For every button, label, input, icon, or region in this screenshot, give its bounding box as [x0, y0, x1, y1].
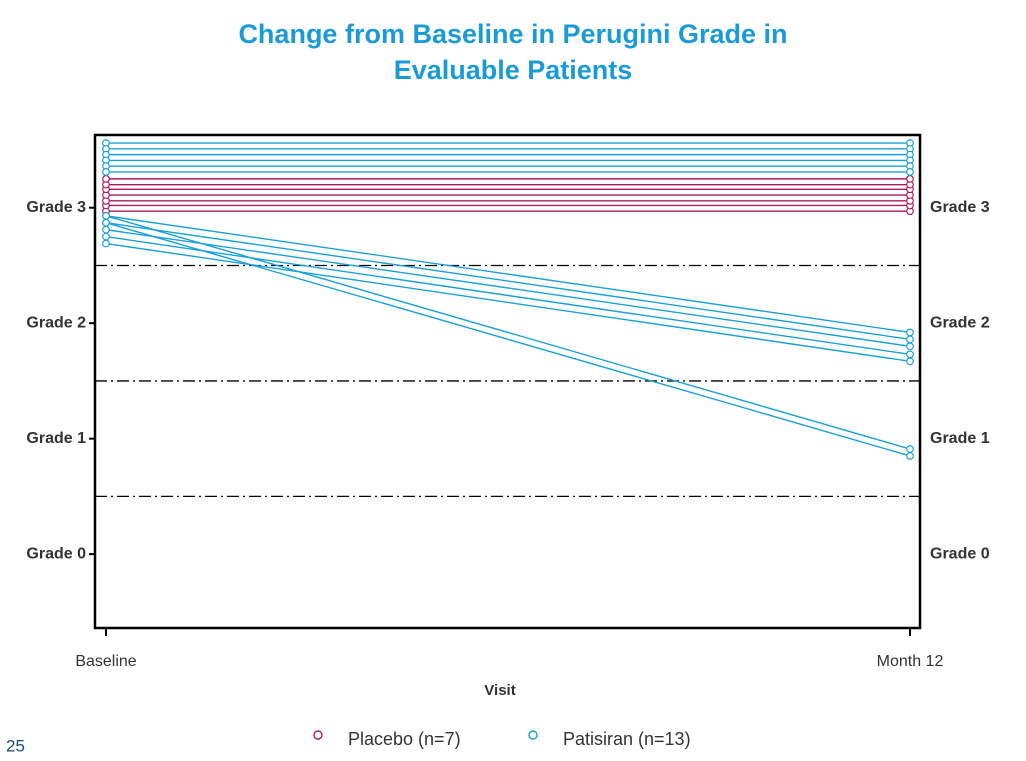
subject-line [105, 235, 911, 356]
subject-point [102, 218, 110, 227]
y2-tick-label: Grade 0 [930, 545, 990, 562]
subject-line [105, 242, 911, 362]
subject-point [906, 174, 914, 183]
y2-tick-label: Grade 3 [930, 199, 990, 216]
subject-point [906, 452, 914, 460]
subject-line [105, 222, 911, 341]
y-tick-label: Grade 0 [26, 545, 86, 562]
subject-point [102, 168, 110, 176]
legend-label: Patisiran (n=13) [563, 729, 691, 749]
x-tick-label: Baseline [75, 653, 136, 670]
subject-point [102, 211, 110, 220]
subject-point [906, 328, 914, 337]
subject-line [105, 215, 911, 450]
subject-point [906, 445, 914, 453]
subject-line [105, 222, 911, 457]
chart-title: Change from Baseline in Perugini Grade i… [238, 19, 788, 85]
subject-point [102, 225, 110, 234]
x-tick-label: Month 12 [877, 653, 944, 670]
subject-point [906, 335, 914, 344]
legend-marker [528, 730, 538, 740]
subject-point [102, 174, 110, 183]
y2-tick-label: Grade 1 [930, 430, 990, 447]
page-number: 25 [6, 736, 25, 755]
legend-marker [313, 730, 323, 740]
subject-point [102, 239, 110, 248]
y-tick-label: Grade 2 [26, 314, 86, 331]
legend-label: Placebo (n=7) [348, 729, 461, 749]
subject-point [906, 168, 914, 176]
subject-point [102, 232, 110, 241]
x-axis-label: Visit [484, 682, 515, 699]
y-tick-label: Grade 1 [26, 430, 86, 447]
subject-point [906, 350, 914, 359]
subject-point [906, 357, 914, 366]
subject-line [105, 228, 911, 347]
y2-tick-label: Grade 2 [930, 314, 990, 331]
y-tick-label: Grade 3 [26, 199, 86, 216]
subject-point [906, 342, 914, 351]
subject-line [105, 215, 911, 334]
